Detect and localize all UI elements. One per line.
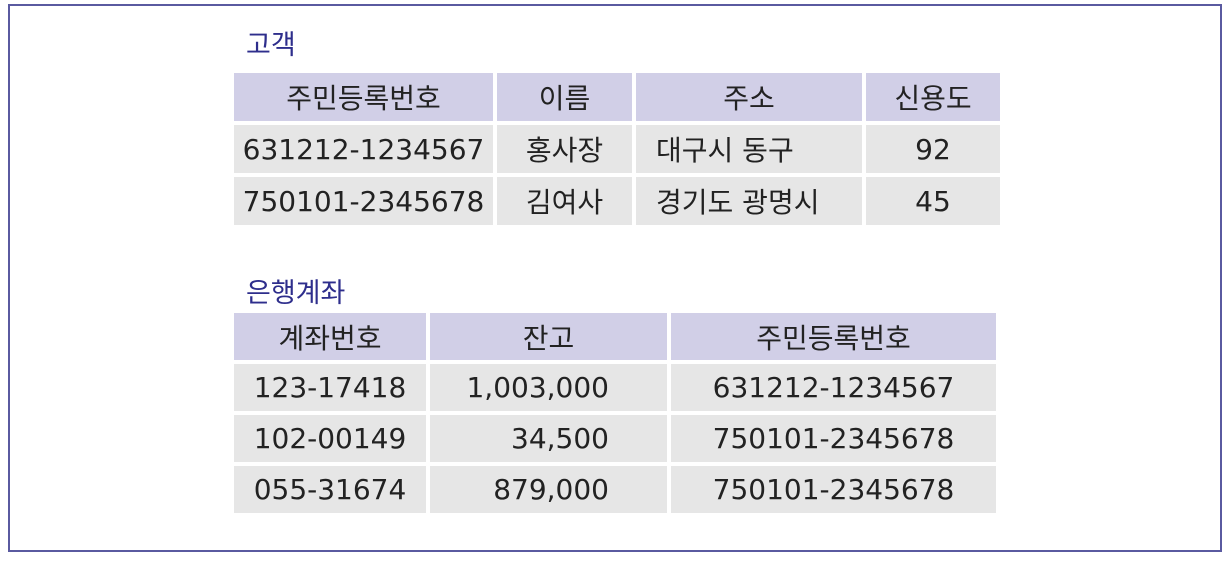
customer-header-cell: 주민등록번호 bbox=[234, 73, 493, 121]
table-cell: 92 bbox=[866, 125, 1000, 173]
customer-header-cell: 이름 bbox=[497, 73, 632, 121]
table-cell: 34,500 bbox=[430, 415, 667, 462]
customer-header-cell: 신용도 bbox=[866, 73, 1000, 121]
table-cell: 45 bbox=[866, 177, 1000, 225]
table-cell: 102-00149 bbox=[234, 415, 426, 462]
customer-table-title: 고객 bbox=[246, 30, 296, 61]
table-cell: 750101-2345678 bbox=[671, 466, 996, 513]
customer-table: 주민등록번호 이름 주소 신용도 631212-1234567 홍사장 대구시 … bbox=[230, 69, 1004, 229]
table-cell: 750101-2345678 bbox=[234, 177, 493, 225]
table-cell: 대구시 동구 bbox=[636, 125, 862, 173]
table-row: 123-17418 1,003,000 631212-1234567 bbox=[234, 364, 996, 411]
account-header-cell: 계좌번호 bbox=[234, 313, 426, 360]
account-header-row: 계좌번호 잔고 주민등록번호 bbox=[234, 313, 996, 360]
table-cell: 123-17418 bbox=[234, 364, 426, 411]
table-row: 750101-2345678 김여사 경기도 광명시 45 bbox=[234, 177, 1000, 225]
account-header-cell: 잔고 bbox=[430, 313, 667, 360]
table-cell: 경기도 광명시 bbox=[636, 177, 862, 225]
table-cell: 631212-1234567 bbox=[234, 125, 493, 173]
table-row: 631212-1234567 홍사장 대구시 동구 92 bbox=[234, 125, 1000, 173]
customer-header-row: 주민등록번호 이름 주소 신용도 bbox=[234, 73, 1000, 121]
account-table: 계좌번호 잔고 주민등록번호 123-17418 1,003,000 63121… bbox=[230, 309, 1000, 517]
customer-header-cell: 주소 bbox=[636, 73, 862, 121]
account-table-title: 은행계좌 bbox=[246, 278, 346, 309]
table-row: 102-00149 34,500 750101-2345678 bbox=[234, 415, 996, 462]
table-cell: 750101-2345678 bbox=[671, 415, 996, 462]
table-cell: 055-31674 bbox=[234, 466, 426, 513]
account-header-cell: 주민등록번호 bbox=[671, 313, 996, 360]
table-cell: 1,003,000 bbox=[430, 364, 667, 411]
table-cell: 김여사 bbox=[497, 177, 632, 225]
table-cell: 홍사장 bbox=[497, 125, 632, 173]
table-row: 055-31674 879,000 750101-2345678 bbox=[234, 466, 996, 513]
table-cell: 631212-1234567 bbox=[671, 364, 996, 411]
table-cell: 879,000 bbox=[430, 466, 667, 513]
